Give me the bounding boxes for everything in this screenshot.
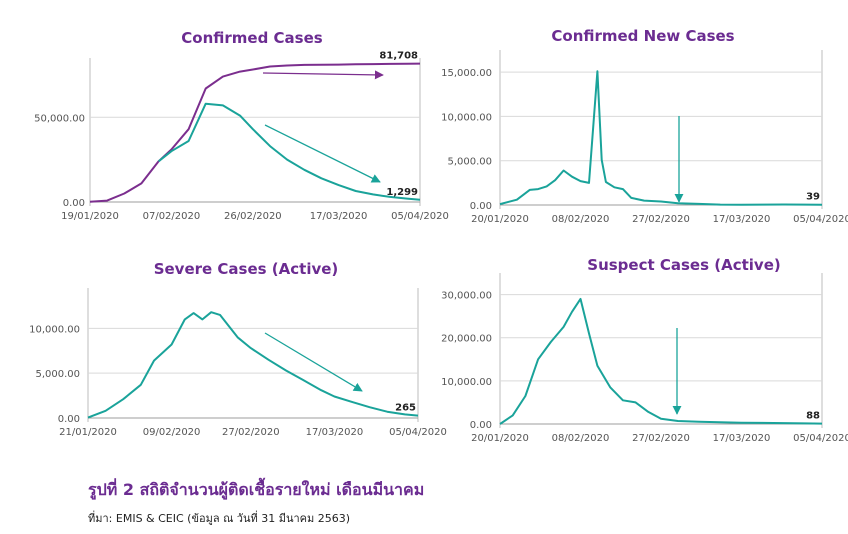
trend-arrow <box>264 332 363 392</box>
end-value-label: 265 <box>395 403 416 414</box>
chart-panel-1: Confirmed Cases 0.00 50,000.00 19/01/2020 07… <box>34 29 449 222</box>
x-tick-label: 17/03/2020 <box>306 427 364 438</box>
chart-panel-2: Confirmed New Cases 0.00 5,000.00 10,000.00… <box>441 27 848 225</box>
x-tick-label: 27/02/2020 <box>222 427 280 438</box>
x-tick-label: 27/02/2020 <box>632 433 690 444</box>
end-value-label: 39 <box>806 192 820 203</box>
series-line-teal <box>157 102 421 201</box>
y-tick-label: 50,000.00 <box>34 113 85 124</box>
end-value-label: 88 <box>806 411 820 422</box>
series-line-teal <box>499 297 823 425</box>
x-tick-label: 21/01/2020 <box>59 427 117 438</box>
chart-title: Suspect Cases (Active) <box>587 256 780 274</box>
y-tick-label: 5,000.00 <box>35 369 80 380</box>
x-tick-label: 20/01/2020 <box>471 214 529 225</box>
chart-title: Confirmed Cases <box>181 29 323 47</box>
x-tick-label: 05/04/2020 <box>389 427 447 438</box>
y-tick-label: 10,000.00 <box>441 377 492 388</box>
x-tick-label: 09/02/2020 <box>143 427 201 438</box>
y-tick-label: 20,000.00 <box>441 334 492 345</box>
y-tick-label: 0.00 <box>58 414 80 425</box>
trend-arrow <box>262 70 384 80</box>
x-tick-label: 17/03/2020 <box>310 211 368 222</box>
y-tick-label: 10,000.00 <box>29 324 80 335</box>
chart-panel-3: Severe Cases (Active) 0.00 5,000.00 10,000.… <box>29 260 447 438</box>
series-line-purple <box>89 62 421 203</box>
series-line-teal <box>499 70 823 206</box>
y-tick-label: 0.00 <box>63 198 85 209</box>
end-value-label: 1,299 <box>386 187 418 198</box>
x-tick-label: 07/02/2020 <box>143 211 201 222</box>
x-tick-label: 08/02/2020 <box>552 433 610 444</box>
x-tick-label: 19/01/2020 <box>61 211 119 222</box>
y-tick-label: 30,000.00 <box>441 291 492 302</box>
chart-title: Confirmed New Cases <box>551 27 734 45</box>
y-tick-label: 0.00 <box>470 201 492 212</box>
y-tick-label: 0.00 <box>470 420 492 431</box>
chart-title: Severe Cases (Active) <box>154 260 339 278</box>
x-tick-label: 05/04/2020 <box>793 433 848 444</box>
y-tick-label: 10,000.00 <box>441 112 492 123</box>
x-tick-label: 27/02/2020 <box>632 214 690 225</box>
chart-panel-4: Suspect Cases (Active) 0.00 10,000.00 20,00… <box>441 256 848 444</box>
x-tick-label: 20/01/2020 <box>471 433 529 444</box>
caption-source: ที่มา: EMIS & CEIC (ข้อมูล ณ วันที่ 31 ม… <box>88 512 351 525</box>
series-line-teal <box>87 311 419 419</box>
trend-arrow <box>264 124 381 183</box>
caption-title: รูปที่ 2 สถิติจำนวนผู้ติดเชื้อรายใหม่ เด… <box>88 480 425 499</box>
x-tick-label: 17/03/2020 <box>713 214 771 225</box>
x-tick-label: 17/03/2020 <box>713 433 771 444</box>
x-tick-label: 05/04/2020 <box>793 214 848 225</box>
x-tick-label: 26/02/2020 <box>224 211 282 222</box>
y-tick-label: 5,000.00 <box>447 157 492 168</box>
x-tick-label: 08/02/2020 <box>552 214 610 225</box>
y-tick-label: 15,000.00 <box>441 68 492 79</box>
end-value-label: 81,708 <box>379 51 418 62</box>
x-tick-label: 05/04/2020 <box>391 211 449 222</box>
figure-caption: รูปที่ 2 สถิติจำนวนผู้ติดเชื้อรายใหม่ เด… <box>88 478 424 527</box>
